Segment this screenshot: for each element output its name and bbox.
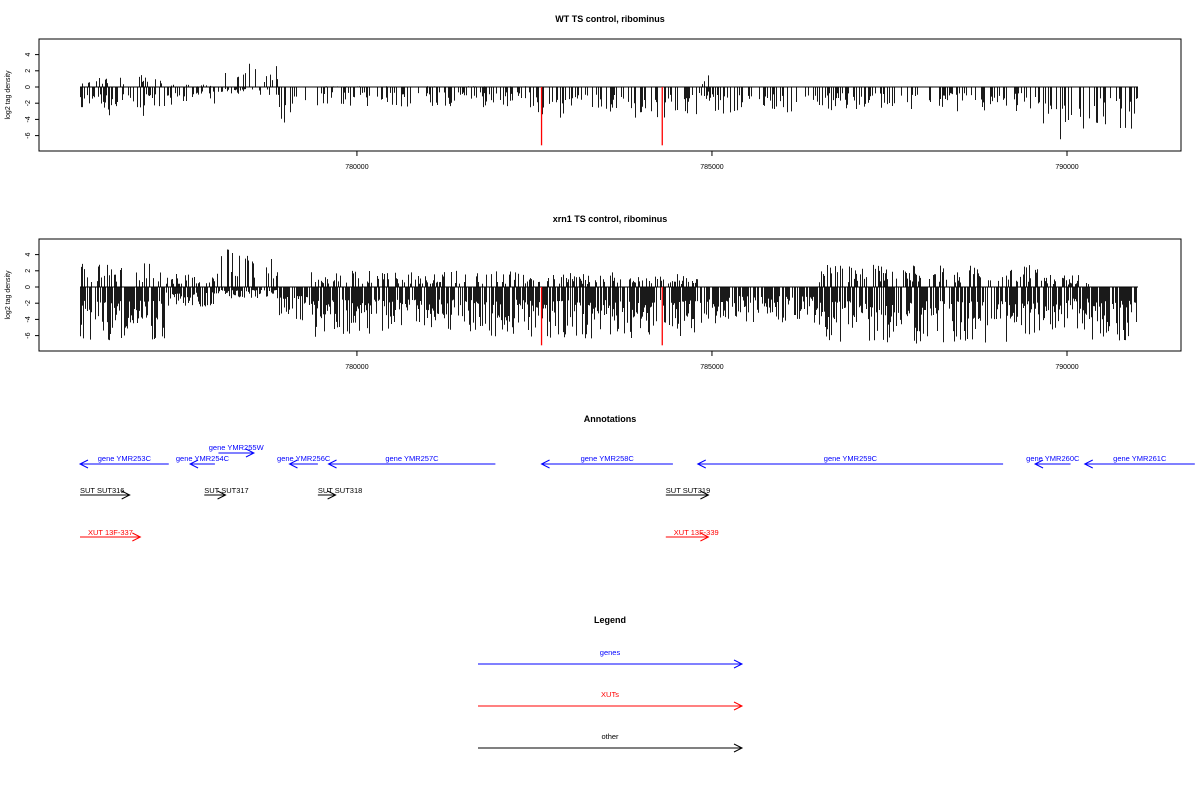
wt-bars xyxy=(80,63,1138,146)
sut-label: SUT SUT316 xyxy=(80,486,124,495)
sut-label: SUT SUT319 xyxy=(666,486,710,495)
sut-arrow xyxy=(665,490,710,500)
gene-arrow xyxy=(540,459,673,469)
gene-label: gene YMR257C xyxy=(385,454,439,463)
xut-label: XUT 13F-337 xyxy=(88,528,133,537)
xut-arrow xyxy=(665,532,710,542)
gene-arrow xyxy=(78,459,169,469)
xrn1-y-axis: 4 2 0 -2 -4 -6 xyxy=(25,253,40,339)
wt-y-tick-label: -4 xyxy=(25,116,32,122)
gene-label: gene YMR253C xyxy=(98,454,152,463)
xrn1-x-axis: 780000 785000 790000 xyxy=(345,351,1079,371)
legend-arrow-xuts xyxy=(478,701,744,711)
gene-arrow xyxy=(327,459,496,469)
xrn1-x-tick-label: 785000 xyxy=(700,364,723,371)
wt-y-tick-label: 2 xyxy=(25,69,32,73)
xrn1-y-tick-label: -2 xyxy=(25,300,32,306)
annotations-title: Annotations xyxy=(584,414,637,424)
wt-x-tick-label: 785000 xyxy=(700,164,723,171)
gene-label: gene YMR260C xyxy=(1026,454,1080,463)
wt-y-tick-label: 0 xyxy=(25,85,32,89)
sut-label: SUT SUT318 xyxy=(318,486,362,495)
xut-arrow xyxy=(80,532,142,542)
legend-arrow-other xyxy=(478,743,744,753)
gene-label: gene YMR255W xyxy=(209,443,265,452)
wt-y-tick-label: 4 xyxy=(25,53,32,57)
xrn1-bars xyxy=(80,249,1138,346)
sut-arrow xyxy=(204,490,227,500)
wt-x-tick-label: 780000 xyxy=(345,164,368,171)
xrn1-y-tick-label: -6 xyxy=(25,332,32,338)
xrn1-y-tick-label: -4 xyxy=(25,316,32,322)
xrn1-x-tick-label: 790000 xyxy=(1055,364,1078,371)
legend-label-xuts: XUTs xyxy=(601,690,619,699)
wt-panel-title: WT TS control, ribominus xyxy=(555,14,665,24)
wt-x-axis: 780000 785000 790000 xyxy=(345,151,1079,171)
xrn1-x-tick-label: 780000 xyxy=(345,364,368,371)
gene-label: gene YMR256C xyxy=(277,454,331,463)
wt-y-tick-label: -2 xyxy=(25,100,32,106)
annotation-suts: SUT SUT316 SUT SUT317 SUT SUT318 SUT SUT319 xyxy=(80,486,710,500)
gene-arrow xyxy=(218,448,256,458)
annotation-xuts: XUT 13F-337 XUT 13F-339 xyxy=(80,528,719,542)
wt-y-tick-label: -6 xyxy=(25,132,32,138)
xut-label: XUT 13F-339 xyxy=(674,528,719,537)
gene-label: gene YMR254C xyxy=(176,454,230,463)
legend-arrow-genes xyxy=(478,659,744,669)
sut-arrow xyxy=(317,490,337,500)
gene-label: gene YMR258C xyxy=(581,454,635,463)
gene-label: gene YMR261C xyxy=(1113,454,1167,463)
xrn1-y-tick-label: 4 xyxy=(25,253,32,257)
legend-label-other: other xyxy=(601,732,619,741)
xrn1-y-tick-label: 2 xyxy=(25,269,32,273)
gene-arrow xyxy=(696,459,1004,469)
gene-label: gene YMR259C xyxy=(824,454,878,463)
xrn1-panel-title: xrn1 TS control, ribominus xyxy=(553,214,668,224)
legend: genes XUTs other xyxy=(478,648,744,753)
legend-title: Legend xyxy=(594,615,626,625)
gene-arrow xyxy=(288,459,318,469)
wt-y-axis: 4 2 0 -2 -4 -6 xyxy=(25,53,40,139)
xrn1-y-tick-label: 0 xyxy=(25,285,32,289)
annotation-genes: gene YMR253C gene YMR254C gene YMR255W gene… xyxy=(78,443,1195,469)
legend-label-genes: genes xyxy=(600,648,621,657)
wt-x-tick-label: 790000 xyxy=(1055,164,1078,171)
gene-arrow xyxy=(1033,459,1071,469)
xrn1-y-label: log2 tag density xyxy=(5,270,12,320)
sut-label: SUT SUT317 xyxy=(204,486,248,495)
wt-y-label: log2 tag density xyxy=(5,70,12,120)
gene-arrow xyxy=(1083,459,1195,469)
gene-arrow xyxy=(188,459,215,469)
sut-arrow xyxy=(80,490,131,500)
